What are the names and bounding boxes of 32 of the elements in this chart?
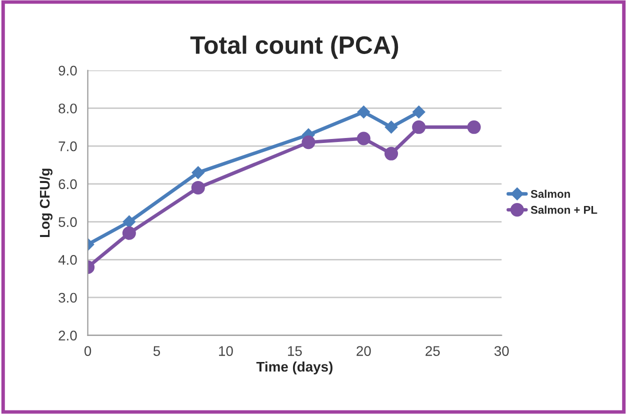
- point: [412, 120, 426, 134]
- point: [412, 106, 426, 118]
- point: [191, 180, 205, 194]
- x-tick-label: 10: [219, 346, 233, 356]
- y-tick-label: 6.0: [58, 179, 77, 190]
- y-tick-label: 2.0: [58, 330, 77, 341]
- x-tick-label: 20: [356, 346, 371, 356]
- point: [357, 106, 370, 118]
- y-axis-title: Log CFU/g: [39, 168, 52, 238]
- x-tick-label: 30: [494, 346, 509, 356]
- y-tick-label: 7.0: [58, 141, 77, 152]
- legend-label: Salmon + PL: [530, 206, 598, 214]
- point: [122, 226, 136, 240]
- point: [384, 146, 398, 160]
- point: [356, 132, 370, 146]
- x-tick-label: 0: [84, 346, 92, 356]
- y-tick-label: 3.0: [58, 292, 77, 303]
- point: [122, 215, 136, 228]
- point: [384, 120, 398, 134]
- point: [302, 136, 316, 150]
- point: [467, 120, 481, 134]
- y-tick-label: 9.0: [58, 66, 77, 76]
- y-tick-label: 8.0: [58, 104, 77, 114]
- x-tick-label: 5: [153, 346, 160, 356]
- point: [192, 166, 205, 179]
- legend-label: Salmon: [530, 190, 570, 198]
- x-tick-label: 25: [426, 346, 440, 356]
- chart-title: Total count (PCA): [190, 36, 398, 59]
- x-tick-label: 15: [288, 346, 302, 356]
- x-axis-title: Time (days): [256, 361, 332, 374]
- y-tick-label: 4.0: [58, 254, 77, 265]
- y-tick-label: 5.0: [58, 217, 77, 227]
